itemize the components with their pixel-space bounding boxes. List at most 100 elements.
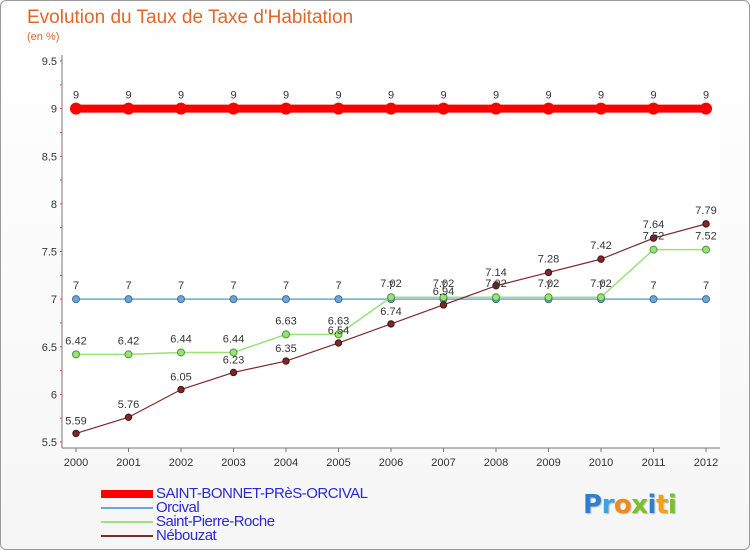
logo-letter: o: [613, 490, 632, 520]
y-tick-label: 8: [51, 199, 57, 211]
data-point: [282, 357, 290, 365]
data-point: [437, 102, 450, 115]
x-tick-label: 2009: [536, 457, 560, 469]
data-point: [122, 102, 135, 115]
data-point: [439, 301, 448, 309]
y-axis-unit: (en %): [27, 31, 60, 43]
data-point: [702, 245, 710, 254]
data-label: 7.28: [538, 253, 559, 265]
data-label: 9: [440, 90, 446, 102]
y-tick-label: 6: [51, 389, 57, 401]
data-label: 7.02: [590, 278, 611, 290]
data-label: 7.42: [590, 240, 611, 252]
legend-label: Orcival: [156, 499, 200, 516]
data-label-layer: 9 9 9 9 9 9 9 9 9 9 9 9 9 7 7 7 7 7 7 7 7 7 7 7 7 7 6.42 6.42 6.44 6.…: [65, 90, 716, 428]
data-point: [72, 429, 80, 438]
data-point: [542, 102, 555, 115]
x-tick-label: 2006: [379, 457, 403, 469]
logo-letter: P: [583, 490, 602, 520]
data-point: [595, 102, 607, 115]
data-label: 6.42: [65, 335, 86, 347]
series-saint-pierre-roche: [72, 245, 710, 359]
x-tick-label: 2012: [694, 457, 718, 469]
x-tick-label: 2007: [431, 457, 455, 469]
data-label: 9: [598, 90, 604, 102]
data-label: 7: [283, 280, 289, 292]
data-point: [702, 220, 710, 228]
data-label: 5.76: [118, 399, 139, 411]
data-point: [387, 293, 395, 302]
data-point: [334, 330, 343, 339]
data-point: [649, 234, 658, 242]
x-tick-label: 2011: [642, 457, 666, 469]
series-nebouzat: [72, 220, 710, 438]
data-label: 7: [125, 280, 131, 292]
logo-letter: i: [647, 490, 657, 520]
data-label: 6.23: [223, 354, 244, 366]
data-label: 6.63: [328, 315, 349, 327]
data-point: [490, 102, 502, 115]
legend-label: Saint-Pierre-Roche: [156, 513, 275, 530]
data-point: [492, 293, 500, 302]
data-point: [597, 293, 605, 302]
logo-letter: r: [601, 490, 615, 520]
x-tick-label: 2010: [589, 457, 613, 469]
data-point: [332, 102, 345, 115]
plot-area: [62, 55, 720, 448]
x-tick-label: 2008: [484, 457, 508, 469]
data-label: 7.02: [380, 278, 401, 290]
y-tick-label: 7: [51, 294, 57, 306]
data-point: [647, 102, 660, 115]
data-label: 7.02: [485, 278, 506, 290]
data-label: 7.14: [485, 267, 506, 279]
x-tick-label: 2005: [326, 457, 350, 469]
data-point: [124, 413, 133, 421]
data-point: [175, 102, 187, 115]
logo-letter: x: [631, 490, 648, 520]
data-label: 7: [388, 280, 394, 292]
logo-letter: i: [667, 490, 677, 520]
data-label: 6.63: [275, 315, 296, 327]
data-label: 9: [125, 90, 131, 102]
y-tick-label: 6.5: [42, 342, 57, 354]
data-label: 7: [178, 280, 184, 292]
data-point: [177, 295, 185, 304]
data-label: 7.79: [695, 205, 716, 217]
data-point: [387, 320, 395, 328]
legend-swatch: [101, 521, 153, 523]
data-point: [334, 339, 343, 347]
data-label: 6.44: [223, 333, 244, 345]
data-label: 7: [650, 280, 656, 292]
data-label: 7.52: [695, 231, 716, 243]
data-point: [649, 295, 658, 304]
data-point: [124, 295, 133, 304]
data-point: [282, 330, 290, 339]
data-point: [70, 102, 82, 115]
data-point: [229, 348, 238, 357]
data-point: [229, 368, 238, 377]
data-point: [544, 293, 553, 302]
data-label: 9: [230, 90, 236, 102]
data-point: [597, 255, 605, 263]
data-label: 7.02: [433, 278, 454, 290]
data-label: 6.74: [380, 306, 401, 318]
axes: 5.5 6 6.5 7 7.5 8 8.5 9 9.5 2000 2001 2002 2003 2004 2…: [42, 55, 720, 469]
data-label: 7: [545, 280, 551, 292]
data-label: 7: [440, 280, 446, 292]
y-tick-label: 9.5: [42, 56, 57, 68]
data-label: 6.94: [433, 286, 454, 298]
data-label: 7.02: [538, 278, 559, 290]
data-point: [702, 295, 710, 304]
legend-label: SAINT-BONNET-PRèS-ORCIVAL: [156, 485, 368, 502]
data-label: 9: [73, 90, 79, 102]
data-label: 9: [178, 90, 184, 102]
data-point: [492, 282, 500, 290]
chart-title: Evolution du Taux de Taxe d'Habitation: [27, 7, 354, 28]
data-label: 7.64: [643, 219, 664, 231]
data-point: [544, 268, 553, 277]
data-point: [124, 350, 133, 359]
y-tick-label: 7.5: [42, 247, 57, 259]
legend-swatch: [101, 490, 153, 498]
